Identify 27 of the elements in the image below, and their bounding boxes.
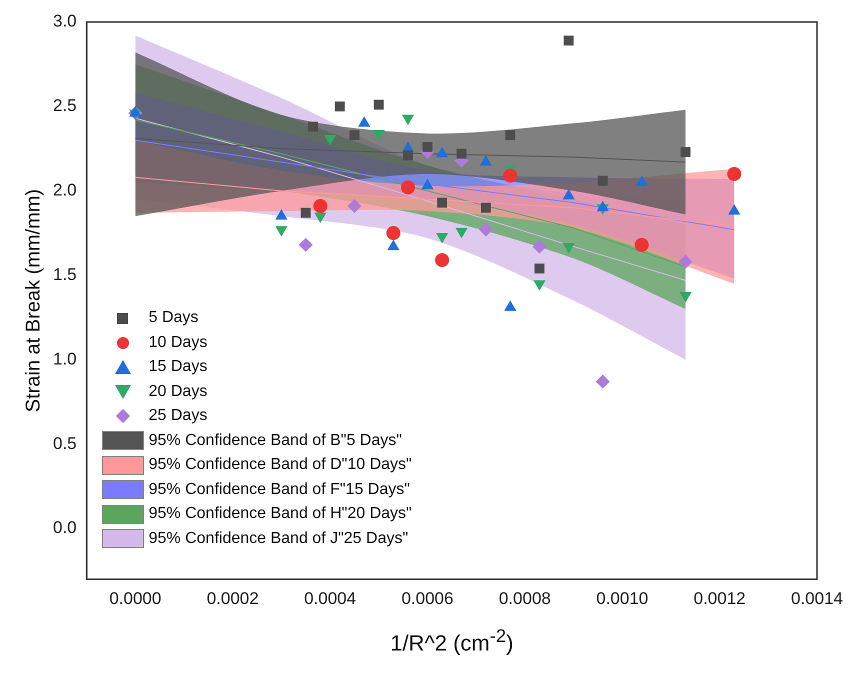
- x-tick-label: 0.0008: [498, 589, 551, 608]
- y-axis-title: Strain at Break (mm/mm): [22, 188, 45, 412]
- y-tick-label: 2.0: [52, 180, 77, 200]
- y-tick-label: 1.5: [52, 264, 77, 284]
- legend-label: 20 Days: [148, 382, 208, 402]
- x-tick-label: 0.0000: [109, 589, 162, 608]
- y-tick-label: 3.0: [52, 12, 77, 31]
- legend-label: 25 Days: [148, 406, 208, 426]
- legend-label: 95% Confidence Band of F"15 Days": [148, 480, 410, 500]
- legend-label: 95% Confidence Band of B"5 Days": [148, 430, 402, 451]
- legend-label: 15 Days: [148, 357, 208, 378]
- x-tick-label: 0.0006: [401, 589, 454, 608]
- x-tick-label: 0.0002: [206, 589, 259, 608]
- x-axis-title: 1/R^2 (cm$^{-2}$): [389, 625, 514, 657]
- x-tick-label: 0.0010: [596, 589, 648, 608]
- legend-label: 95% Confidence Band of D"10 Days": [148, 455, 412, 476]
- legend-label: 10 Days: [148, 332, 208, 353]
- legend-label: 5 Days: [148, 308, 198, 328]
- y-tick-label: 1.0: [52, 349, 77, 368]
- y-tick-label: 0.5: [52, 434, 77, 453]
- x-tick-label: 0.0014: [791, 589, 843, 608]
- legend-label: 95% Confidence Band of H"20 Days": [148, 504, 412, 524]
- y-tick-label: 0.0: [52, 518, 77, 538]
- x-tick-label: 0.0012: [694, 589, 746, 608]
- y-tick-label: 2.5: [52, 96, 77, 116]
- legend-label: 95% Confidence Band of J"25 Days": [148, 528, 408, 549]
- x-tick-label: 0.0004: [304, 589, 356, 608]
